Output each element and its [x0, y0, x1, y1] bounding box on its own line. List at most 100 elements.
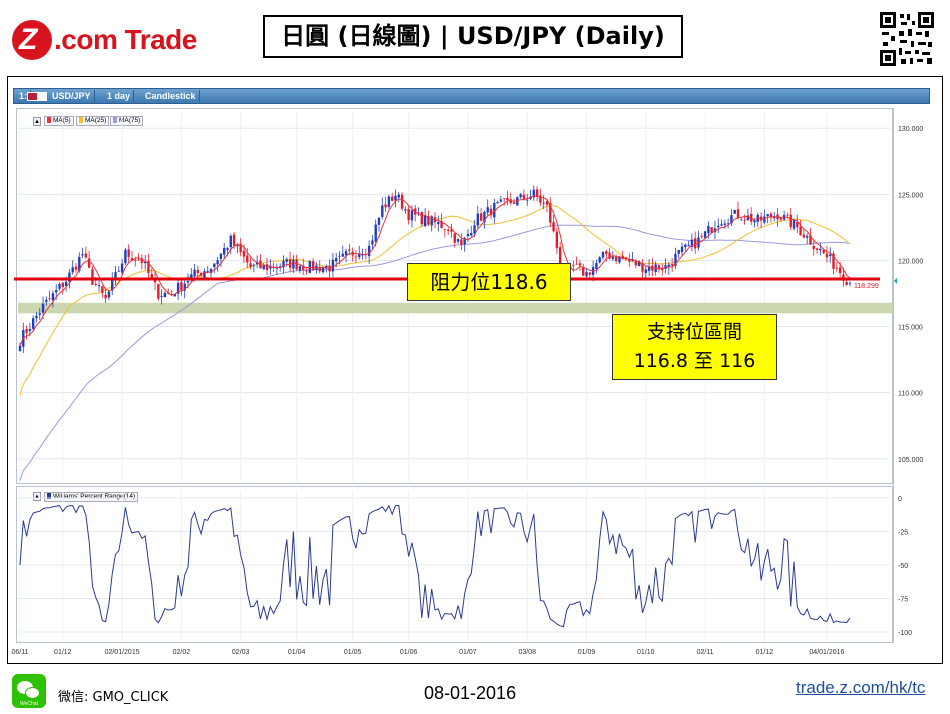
candle-body [25, 329, 28, 333]
candle-body [539, 195, 542, 203]
candle-body [605, 251, 608, 255]
candle-body [502, 198, 506, 199]
candle-body [499, 199, 503, 202]
candle-body [35, 315, 38, 319]
site-link[interactable]: trade.z.com/hk/tc [796, 678, 926, 697]
candle-body [677, 249, 680, 254]
candle-body [134, 259, 137, 261]
candle-body [78, 256, 81, 271]
candle-body [446, 229, 450, 231]
candle-body [176, 282, 180, 294]
legend-ma25[interactable]: MA(25) [76, 116, 110, 126]
candle-body [473, 225, 476, 234]
candle-body [427, 215, 430, 225]
legend-williams-label: Williams' Percent Range(14) [53, 493, 136, 500]
osc-tick-label: 0 [898, 496, 902, 503]
wechat-icon[interactable]: WeChat [12, 674, 46, 708]
candle-body [486, 207, 489, 213]
qr-code-icon [880, 12, 934, 66]
brand-logo: Z .com Trade [12, 20, 207, 60]
x-tick-label: 03/08 [518, 649, 536, 656]
candle-body [835, 267, 839, 269]
candle-body [213, 263, 216, 268]
candle-body [763, 216, 766, 223]
candle-body [779, 217, 783, 220]
candle-body [55, 289, 58, 293]
candle-body [796, 221, 799, 228]
osc-tick-label: -25 [898, 530, 908, 537]
collapse-legend-button[interactable]: ▲ [33, 117, 41, 126]
candle-body [479, 213, 483, 221]
candle-body [634, 260, 638, 266]
y-tick-label: 125.000 [898, 192, 923, 199]
candle-body [558, 247, 562, 268]
symbol-selector[interactable]: USD/JPY [49, 90, 95, 102]
legend-williams[interactable]: Williams' Percent Range(14) [44, 492, 139, 502]
y-tick-label: 105.000 [898, 457, 923, 464]
candle-body [101, 286, 104, 293]
candle-body [209, 268, 213, 273]
candle-body [611, 256, 615, 259]
candle-body [450, 229, 453, 232]
candle-body [792, 220, 796, 229]
candle-body [555, 231, 559, 249]
candle-body [466, 234, 470, 237]
candle-body [354, 256, 358, 258]
candle-body [147, 260, 150, 273]
candle-body [400, 194, 404, 209]
candle-body [31, 318, 35, 329]
candle-body [84, 253, 88, 258]
candle-body [703, 231, 707, 238]
candle-body [246, 255, 249, 263]
candle-body [601, 251, 605, 258]
candle-body [341, 253, 344, 257]
candle-body [549, 203, 552, 223]
williams-line [19, 504, 851, 628]
candle-body [94, 284, 97, 286]
candle-body [463, 238, 466, 245]
candle-body [661, 268, 664, 271]
interval-selector[interactable]: 1 day [104, 90, 135, 102]
candle-body [183, 283, 186, 291]
chart-toolbar: 1: USD/JPY 1 day Candlestick [13, 88, 930, 104]
candle-body [522, 194, 526, 199]
candle-body [516, 197, 519, 206]
legend-ma5[interactable]: MA(5) [44, 116, 74, 126]
candle-body [45, 299, 48, 302]
candle-body [786, 214, 789, 216]
candle-body [470, 232, 473, 236]
candle-body [275, 267, 279, 269]
x-tick-label: 01/12 [54, 649, 72, 656]
logo-text: .com Trade [54, 24, 197, 55]
candle-body [107, 291, 111, 298]
candle-body [381, 205, 384, 217]
candle-body [799, 226, 802, 236]
y-tick-label: 130.000 [898, 126, 923, 133]
candle-body [802, 234, 806, 238]
candle-body [28, 329, 32, 332]
candle-body [512, 202, 516, 204]
candle-body [71, 267, 74, 273]
x-tick-label: 02/01/2015 [105, 649, 140, 656]
legend-ma75[interactable]: MA(75) [110, 116, 144, 126]
collapse-osc-legend-button[interactable]: ▲ [33, 492, 41, 501]
candle-body [453, 233, 456, 243]
candle-body [104, 294, 107, 299]
candle-body [61, 282, 65, 288]
candle-body [443, 229, 447, 231]
candle-body [285, 259, 288, 262]
candle-body [618, 256, 621, 263]
candle-body [374, 224, 377, 242]
candle-body [111, 279, 114, 291]
candle-body [397, 194, 400, 198]
candle-body [726, 223, 730, 225]
candle-body [753, 220, 756, 223]
candle-body [68, 272, 71, 282]
resistance-callout: 阻力位118.6 [407, 263, 571, 301]
candle-body [667, 264, 671, 268]
candle-body [203, 271, 206, 278]
candle-body [150, 274, 153, 278]
x-tick-label: 01/04 [288, 649, 306, 656]
chart-type-selector[interactable]: Candlestick [142, 90, 200, 102]
candle-body [269, 266, 272, 269]
